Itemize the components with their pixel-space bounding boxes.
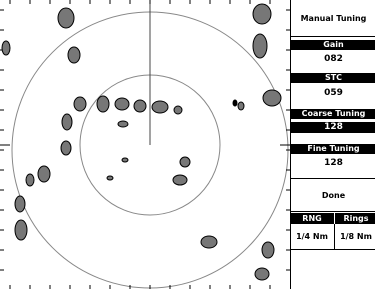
- echo: [68, 47, 80, 63]
- echo: [238, 102, 244, 110]
- status-header-cell: Rings: [334, 213, 375, 224]
- echo: [15, 220, 27, 240]
- control-value[interactable]: 128: [291, 122, 375, 133]
- panel-title: Manual Tuning: [291, 0, 375, 37]
- echo: [253, 4, 271, 24]
- control-label: Fine Tuning: [291, 144, 375, 154]
- echo: [38, 166, 50, 182]
- status-header-cell: RNG: [291, 213, 333, 224]
- control-value[interactable]: 059: [291, 86, 375, 100]
- radar-display: [0, 0, 290, 289]
- echo: [2, 41, 10, 55]
- echo: [134, 100, 146, 112]
- control-label: Coarse Tuning: [291, 109, 375, 119]
- status-values: 1/4 Nm 1/8 Nm: [291, 224, 375, 250]
- echo: [107, 176, 113, 180]
- status-value: 1/4 Nm: [291, 224, 333, 250]
- status-header: RNG Rings: [291, 213, 375, 224]
- echo: [115, 98, 129, 110]
- echo: [174, 106, 182, 114]
- control-label: STC: [291, 73, 375, 83]
- radar-screen: Manual Tuning Gain 082 STC 059 Coarse Tu…: [0, 0, 375, 289]
- control-label: Gain: [291, 40, 375, 50]
- echo: [255, 268, 269, 280]
- echo: [201, 236, 217, 248]
- echo: [58, 8, 74, 28]
- echo: [26, 174, 34, 186]
- echo: [253, 34, 267, 58]
- echo: [262, 242, 274, 258]
- echo: [15, 196, 25, 212]
- echo: [180, 157, 190, 167]
- control-value[interactable]: 128: [291, 156, 375, 170]
- echo: [61, 141, 71, 155]
- echo: [263, 90, 281, 106]
- echo: [74, 97, 86, 111]
- status-value: 1/8 Nm: [334, 224, 375, 250]
- done-button[interactable]: Done: [291, 178, 375, 212]
- echo: [97, 96, 109, 112]
- control-value[interactable]: 082: [291, 52, 375, 66]
- echo: [122, 158, 128, 162]
- echo: [62, 114, 72, 130]
- tuning-panel: Manual Tuning Gain 082 STC 059 Coarse Tu…: [290, 0, 375, 289]
- echo: [118, 121, 128, 127]
- echo: [173, 175, 187, 185]
- bearing-ticks: [0, 0, 290, 289]
- echo: [152, 101, 168, 113]
- echo: [233, 100, 237, 106]
